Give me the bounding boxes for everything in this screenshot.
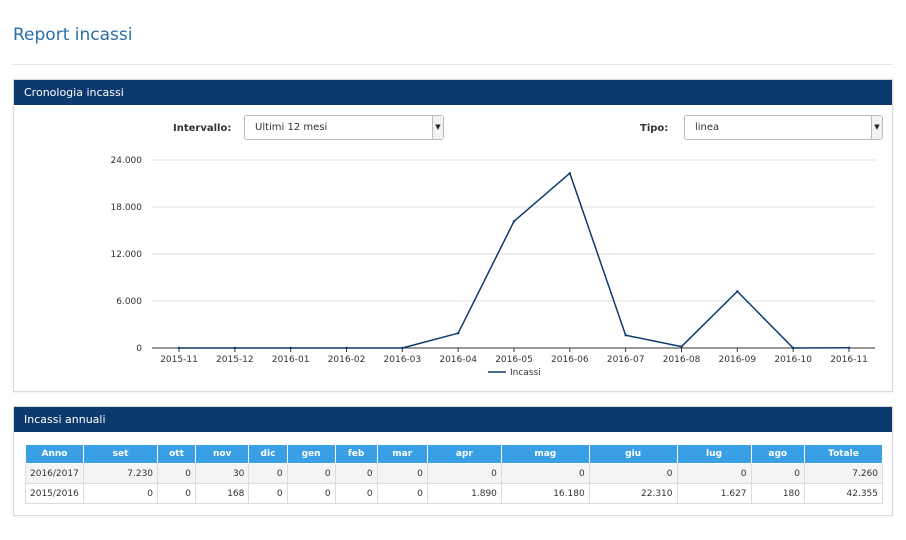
annual-panel-heading: Incassi annuali [14,407,892,432]
line-chart: 24.000 18.000 12.000 6.000 0 2015-11 2015-12 2… [111,156,875,378]
column-header: feb [334,444,378,464]
x-tick-label: 2016-05 [495,355,533,365]
table-cell: 0 [248,463,288,484]
data-point [512,220,516,223]
interval-label: Intervallo: [173,123,232,134]
table-cell: 0 [286,483,336,504]
table-header-row: Anno set ott nov dic gen feb mar apr mag… [25,444,883,464]
x-tick-label: 2016-07 [607,355,645,365]
table-cell: 0 [248,483,288,504]
series-line-incassi [179,172,850,349]
data-point [680,345,683,348]
table-cell: 180 [750,483,806,504]
data-point [401,346,404,350]
y-tick-label: 18.000 [111,203,143,213]
type-select[interactable]: linea ▼ [684,115,883,140]
y-tick-label: 12.000 [111,250,143,260]
table-cell: 0 [82,483,159,504]
column-header: nov [195,444,250,464]
table-cell: 0 [500,463,590,484]
title-divider [13,64,893,65]
x-tick-label: 2016-10 [774,355,812,365]
column-header: ago [750,444,806,464]
x-tick-label: 2015-12 [216,355,254,365]
column-header: gen [286,444,336,464]
table-cell: 0 [334,463,378,484]
table-cell: 0 [376,483,428,504]
data-point [791,346,795,350]
table-row: 2015/2016 0 0 168 0 0 0 0 1.890 16.180 2… [25,483,883,504]
annual-table: Anno set ott nov dic gen feb mar apr mag… [25,444,883,504]
column-header: set [82,444,159,464]
data-point [345,346,348,350]
table-cell: 2015/2016 [25,483,84,504]
table-cell: 1.890 [426,483,502,504]
table-cell: 0 [376,463,428,484]
y-tick-label: 24.000 [111,156,143,166]
table-cell: 16.180 [500,483,590,504]
table-cell: 7.260 [804,463,883,484]
table-cell: 0 [286,463,336,484]
x-tick-label: 2016-08 [663,355,701,365]
data-point [289,346,292,350]
table-cell: 0 [426,463,502,484]
page-title: Report incassi [13,25,133,45]
table-cell: 42.355 [804,483,883,504]
data-point [624,334,627,337]
data-point [568,172,572,175]
column-header: mar [376,444,428,464]
y-tick-label: 6.000 [116,297,142,307]
table-cell: 1.627 [676,483,752,504]
data-point [847,346,851,349]
data-point [233,346,237,350]
y-tick-label: 0 [136,344,142,354]
table-cell: 0 [334,483,378,504]
table-cell: 168 [195,483,250,504]
x-tick-label: 2016-11 [830,355,868,365]
column-header: lug [676,444,752,464]
column-header: mag [500,444,590,464]
interval-select[interactable]: Ultimi 12 mesi ▼ [244,115,444,140]
table-cell: 0 [157,463,197,484]
interval-select-value: Ultimi 12 mesi [255,122,328,133]
column-header: ott [157,444,197,464]
table-cell: 0 [157,483,197,504]
table-cell: 0 [750,463,806,484]
x-tick-label: 2015-11 [160,355,198,365]
type-label: Tipo: [640,123,669,134]
chevron-down-icon[interactable]: ▼ [432,116,443,139]
column-header: dic [248,444,288,464]
x-tick-label: 2016-09 [719,355,757,365]
data-point [736,290,739,293]
data-point [177,346,181,350]
type-select-value: linea [695,122,720,133]
legend-label: Incassi [510,368,541,378]
x-tick-label: 2016-03 [384,355,422,365]
data-point [456,331,460,335]
column-header: giu [588,444,678,464]
x-tick-label: 2016-02 [328,355,366,365]
x-tick-label: 2016-06 [551,355,589,365]
history-panel: Cronologia incassi Intervallo: Ultimi 12… [13,79,893,392]
x-tick-label: 2016-04 [439,355,477,365]
table-cell: 0 [588,463,678,484]
table-cell: 22.310 [588,483,678,504]
x-tick-label: 2016-01 [272,355,310,365]
table-cell: 7.230 [82,463,159,484]
column-header: Totale [804,444,883,464]
table-row: 2016/2017 7.230 0 30 0 0 0 0 0 0 0 0 0 7… [25,463,883,484]
annual-panel: Incassi annuali Anno set ott nov dic gen… [13,406,893,516]
table-cell: 2016/2017 [25,463,84,484]
column-header: Anno [25,444,84,464]
chevron-down-icon[interactable]: ▼ [871,116,882,139]
history-panel-heading: Cronologia incassi [14,80,892,105]
table-cell: 30 [195,463,250,484]
column-header: apr [426,444,502,464]
table-cell: 0 [676,463,752,484]
chart-legend: Incassi [488,368,541,378]
